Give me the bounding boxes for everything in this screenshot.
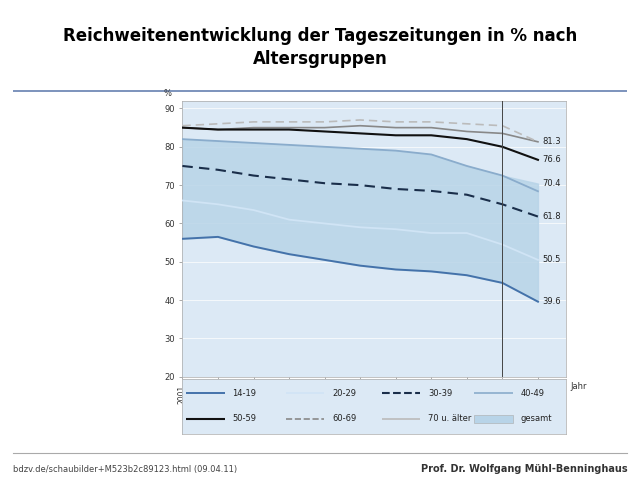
Text: gesamt: gesamt <box>520 414 552 423</box>
Text: 70 u. älter: 70 u. älter <box>428 414 472 423</box>
Text: 20-29: 20-29 <box>332 388 356 397</box>
Text: %: % <box>163 89 172 98</box>
Text: 70.4: 70.4 <box>542 179 561 188</box>
Text: 39.6: 39.6 <box>542 297 561 306</box>
Text: 76.6: 76.6 <box>542 156 561 164</box>
Text: 61.8: 61.8 <box>542 212 561 221</box>
Text: bdzv.de/schaubilder+M523b2c89123.html (09.04.11): bdzv.de/schaubilder+M523b2c89123.html (0… <box>13 465 237 474</box>
Text: 60-69: 60-69 <box>332 414 356 423</box>
Text: 81.3: 81.3 <box>542 137 561 146</box>
Text: 50-59: 50-59 <box>232 414 256 423</box>
Text: 14-19: 14-19 <box>232 388 256 397</box>
Text: 40-49: 40-49 <box>520 388 544 397</box>
Text: 30-39: 30-39 <box>428 388 452 397</box>
Text: Reichweitenentwicklung der Tageszeitungen in % nach
Altersgruppen: Reichweitenentwicklung der Tageszeitunge… <box>63 27 577 69</box>
Text: 50.5: 50.5 <box>542 255 561 264</box>
Text: Prof. Dr. Wolfgang Mühl-Benninghaus: Prof. Dr. Wolfgang Mühl-Benninghaus <box>420 464 627 474</box>
Text: Jahr: Jahr <box>570 382 587 391</box>
